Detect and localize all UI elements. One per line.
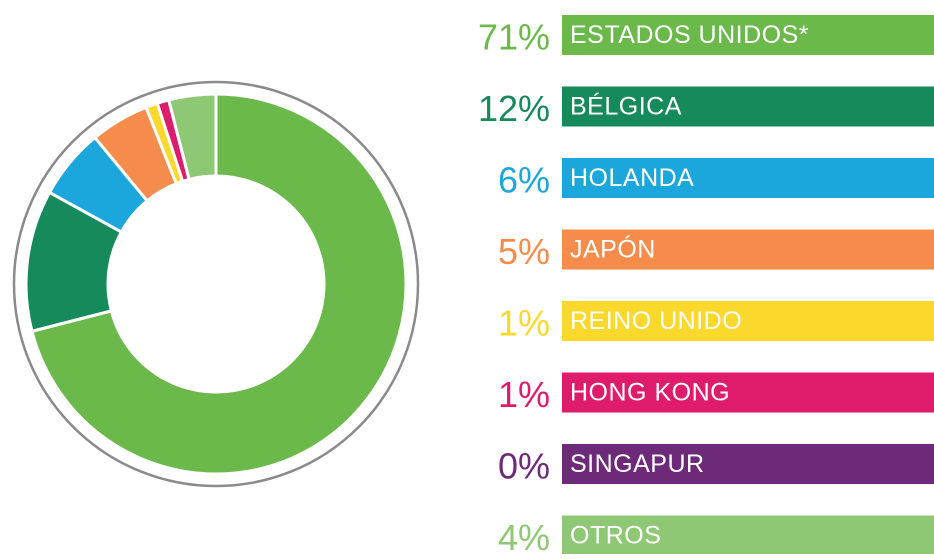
legend-label: JAPÓN [570,235,656,264]
value-label: 1% [498,374,550,415]
legend-bar [562,301,934,341]
value-label: 5% [498,231,550,272]
legend-bar [562,515,934,556]
legend-label: HONG KONG [570,379,730,407]
legend-bar [562,86,934,127]
value-label: 4% [498,517,550,554]
donut-slice [30,92,408,476]
legend-bar [562,158,934,198]
value-label: 71% [478,17,550,58]
value-label: 6% [498,160,550,201]
value-label: 1% [498,303,550,344]
donut-slice [166,92,218,182]
legend-label: SINGAPUR [570,450,705,478]
legend-label: OTROS [570,522,661,550]
legend-label: REINO UNIDO [570,307,742,335]
legend-bar [562,229,934,270]
value-label: 0% [498,446,550,487]
value-label: 12% [478,88,550,129]
legend-bar [562,372,934,413]
legend-bar [562,15,934,55]
legend-label: BÉLGICA [570,92,682,121]
legend-bar [562,444,934,484]
legend-label: ESTADOS UNIDOS* [570,21,809,49]
legend-label: HOLANDA [570,164,694,192]
